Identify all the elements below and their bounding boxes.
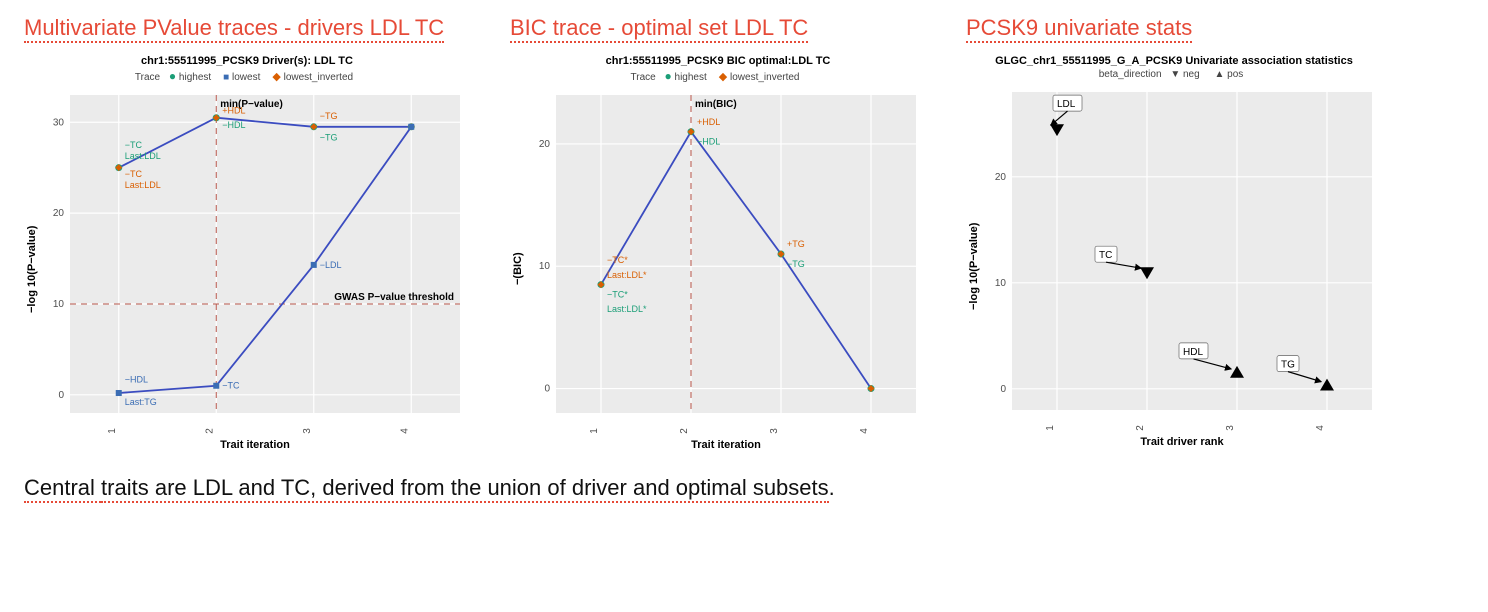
svg-text:3: 3 [769,428,780,434]
svg-text:3: 3 [302,428,313,434]
svg-text:+TG: +TG [787,239,805,249]
svg-text:10: 10 [53,299,65,310]
svg-text:3: 3 [1225,425,1236,431]
svg-text:30: 30 [53,117,65,128]
svg-text:Last:TG: Last:TG [125,397,157,407]
panel3-svg: 0 10 20 1 2 3 4 LDL TC HDL TG [982,84,1382,434]
svg-text:−TC: −TC [125,140,143,150]
svg-text:Last:LDL: Last:LDL [125,180,161,190]
panel3-chart: −log 10(P−value) 0 10 20 1 2 3 4 LDL TC HDL TG Tra… [966,84,1382,448]
caption: Central traits are LDL and TC, derived f… [24,475,1464,501]
svg-text:20: 20 [539,139,551,150]
svg-text:+HDL: +HDL [222,106,245,116]
svg-text:TG: TG [1281,360,1295,371]
panel-bic-trace: BIC trace - optimal set LDL TC chr1:5551… [510,16,926,451]
svg-text:20: 20 [53,208,65,219]
svg-text:−HDL: −HDL [125,375,148,385]
caption-text-b: traits are LDL and TC, derived from the … [101,475,829,503]
svg-text:4: 4 [859,428,870,434]
legend-label: Trace [135,72,160,83]
svg-text:2: 2 [679,428,690,434]
panel3-xlabel: Trait driver rank [982,436,1382,448]
legend-label: beta_direction [1099,69,1162,80]
svg-text:−HDL: −HDL [222,120,245,130]
svg-text:20: 20 [995,172,1007,183]
caption-text-a: Central [24,475,101,503]
caption-text-c: . [829,475,835,501]
svg-text:4: 4 [399,428,410,434]
svg-text:+HDL: +HDL [697,117,720,127]
svg-text:Last:LDL*: Last:LDL* [607,270,647,280]
svg-text:10: 10 [539,261,551,272]
panel-univariate: PCSK9 univariate stats GLGC_chr1_5551199… [966,16,1382,448]
svg-text:Last:LDL: Last:LDL [125,151,161,161]
panel1-legend: Trace ● highest■ lowest◆ lowest_inverted [24,69,470,83]
panels-row: Multivariate PValue traces - drivers LDL… [24,16,1464,451]
panel1-chart: −log 10(P−value) 01020301234min(P−value)… [24,87,470,451]
svg-text:Last:LDL*: Last:LDL* [607,304,647,314]
legend-label: Trace [631,72,656,83]
panel2-heading: BIC trace - optimal set LDL TC [510,16,808,43]
svg-text:−TC*: −TC* [607,290,628,300]
svg-text:−TC: −TC [222,381,240,391]
panel1-svg: 01020301234min(P−value)GWAS P−value thre… [40,87,470,437]
legend-neg: neg [1183,69,1200,80]
svg-text:2: 2 [1135,425,1146,431]
panel3-ylabel: −log 10(P−value) [966,84,982,448]
svg-text:4: 4 [1315,425,1326,431]
svg-text:−HDL: −HDL [697,137,720,147]
panel1-title: chr1:55511995_PCSK9 Driver(s): LDL TC [24,55,470,67]
svg-text:0: 0 [58,390,64,401]
svg-text:HDL: HDL [1183,347,1203,358]
panel3-legend: beta_direction ▼ neg ▲ pos [966,69,1382,80]
panel3-heading: PCSK9 univariate stats [966,16,1192,43]
svg-text:LDL: LDL [1057,99,1076,110]
panel1-ylabel: −log 10(P−value) [24,87,40,451]
panel-pvalue-traces: Multivariate PValue traces - drivers LDL… [24,16,470,451]
svg-text:1: 1 [1045,425,1056,431]
svg-text:−TG: −TG [320,111,338,121]
panel2-legend: Trace ● highest◆ lowest_inverted [510,69,926,83]
svg-text:−LDL: −LDL [320,260,342,270]
panel2-chart: −(BIC) 0 10 20 1 2 3 4 min(BIC) +TG −TG +HDL −HDL −T… [510,87,926,451]
svg-text:−TG: −TG [787,259,805,269]
panel1-xlabel: Trait iteration [40,439,470,451]
panel1-heading: Multivariate PValue traces - drivers LDL… [24,16,444,43]
svg-text:−TC: −TC [125,169,143,179]
svg-text:TC: TC [1099,250,1112,261]
svg-text:1: 1 [107,428,118,434]
svg-text:2: 2 [204,428,215,434]
svg-text:10: 10 [995,278,1007,289]
panel2-svg: 0 10 20 1 2 3 4 min(BIC) +TG −TG +HDL −HDL −TC* Last:… [526,87,926,437]
legend-pos: pos [1227,69,1243,80]
svg-text:−TG: −TG [320,133,338,143]
panel2-xlabel: Trait iteration [526,439,926,451]
svg-text:0: 0 [1000,384,1006,395]
svg-text:0: 0 [544,384,550,395]
panel2-ylabel: −(BIC) [510,87,526,451]
svg-text:min(BIC): min(BIC) [695,99,737,110]
svg-text:GWAS P−value threshold: GWAS P−value threshold [334,292,454,303]
svg-text:1: 1 [589,428,600,434]
svg-text:−TC*: −TC* [607,255,628,265]
panel3-title: GLGC_chr1_55511995_G_A_PCSK9 Univariate … [966,55,1382,67]
panel2-title: chr1:55511995_PCSK9 BIC optimal:LDL TC [510,55,926,67]
